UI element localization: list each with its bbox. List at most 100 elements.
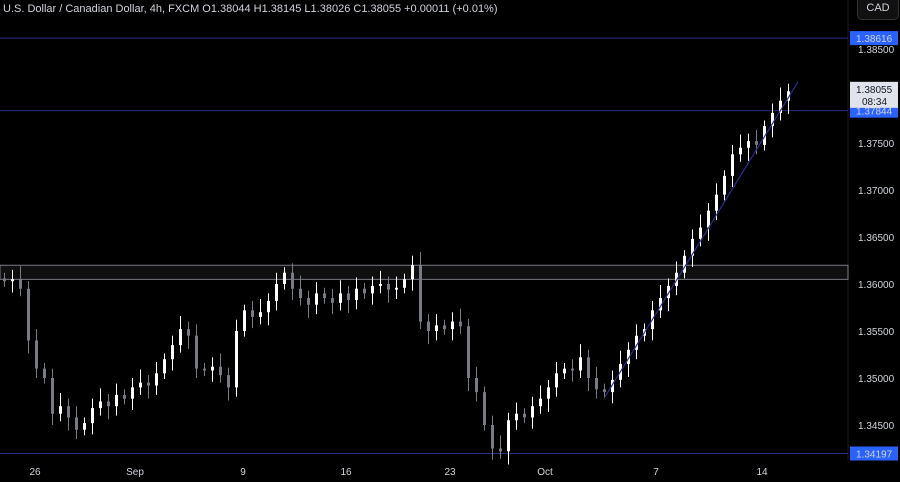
candle-body (243, 310, 246, 331)
candle-body (491, 425, 494, 449)
candle-body (323, 293, 326, 299)
candle-body (539, 398, 542, 407)
candle-body (91, 408, 94, 424)
candle-body (35, 340, 38, 369)
candle-body (515, 413, 518, 421)
candle (27, 281, 30, 354)
candle (403, 273, 406, 294)
candle (467, 318, 470, 392)
candle-body (131, 387, 134, 399)
candle (779, 87, 782, 121)
trendline (604, 81, 799, 398)
candle-body (483, 392, 486, 425)
candle (739, 134, 742, 162)
candle (435, 314, 438, 341)
candle (67, 398, 70, 431)
y-tick-label: 1.35000 (858, 374, 895, 385)
candle-body (139, 382, 142, 388)
candle-body (51, 378, 54, 414)
candle-body (403, 279, 406, 288)
candle (131, 378, 134, 410)
candle (267, 293, 270, 326)
candle (291, 263, 294, 300)
candle (587, 349, 590, 392)
candle (99, 388, 102, 416)
candle (635, 324, 638, 360)
x-tick-label: 7 (653, 467, 659, 478)
candle-body (443, 325, 446, 330)
candle-body (267, 300, 270, 313)
candle-body (43, 368, 46, 378)
candle-body (347, 293, 350, 300)
candle-body (227, 375, 230, 388)
candle (259, 299, 262, 325)
candle-body (739, 147, 742, 155)
bar-countdown: 08:34 (862, 97, 887, 108)
candle-body (747, 141, 750, 148)
candle-body (11, 279, 14, 282)
candle (691, 229, 694, 268)
candle (483, 386, 486, 431)
current-price-label-bg (850, 81, 898, 108)
candle (771, 103, 774, 138)
candle-body (755, 141, 758, 145)
candle-body (299, 288, 302, 299)
candle-body (371, 285, 374, 294)
candle (283, 267, 286, 290)
candle (603, 383, 606, 398)
candle (507, 412, 510, 465)
candle-body (171, 345, 174, 360)
candle (11, 269, 14, 293)
candle (219, 353, 222, 383)
candle-body (571, 368, 574, 371)
y-tick-label: 1.38500 (858, 45, 895, 56)
candle (747, 133, 750, 161)
candle-body (451, 321, 454, 330)
candle-body (459, 321, 462, 327)
candle (427, 314, 430, 345)
price-level-label: 1.34197 (856, 449, 893, 460)
candle-body (187, 329, 190, 336)
symbol-title: U.S. Dollar / Canadian Dollar, 4h, FXCM … (3, 3, 498, 15)
candle (355, 277, 358, 310)
candle-body (467, 326, 470, 378)
candle (571, 359, 574, 382)
candle-body (731, 154, 734, 176)
candle (83, 417, 86, 436)
candle-body (699, 227, 702, 239)
candle-body (779, 100, 782, 113)
candle-body (475, 378, 478, 393)
candle (363, 283, 366, 300)
currency-button[interactable]: CAD (857, 0, 899, 20)
y-tick-label: 1.36500 (858, 233, 895, 244)
candle (171, 335, 174, 371)
candle (235, 319, 238, 397)
candle (307, 290, 310, 318)
candle (395, 276, 398, 300)
price-level-label: 1.37844 (856, 107, 893, 118)
candle-body (659, 298, 662, 311)
candle (75, 406, 78, 440)
candle-body (435, 325, 438, 331)
candle-body (195, 335, 198, 369)
current-price-label: 1.38055 (856, 85, 893, 96)
candle-body (523, 413, 526, 418)
candle (459, 308, 462, 334)
candle-body (555, 373, 558, 388)
candle-body (787, 91, 790, 101)
candle-body (507, 420, 510, 452)
candle-body (115, 394, 118, 407)
candle-body (203, 368, 206, 371)
candle (411, 255, 414, 291)
candle (595, 366, 598, 399)
candle-body (771, 112, 774, 127)
candle (555, 362, 558, 397)
candle-body (179, 329, 182, 346)
candle (323, 287, 326, 304)
x-tick-label: Sep (126, 467, 144, 478)
candle-body (211, 366, 214, 371)
y-tick-label: 1.35500 (858, 327, 895, 338)
y-tick-label: 1.34500 (858, 421, 895, 432)
candle-body (611, 379, 614, 393)
